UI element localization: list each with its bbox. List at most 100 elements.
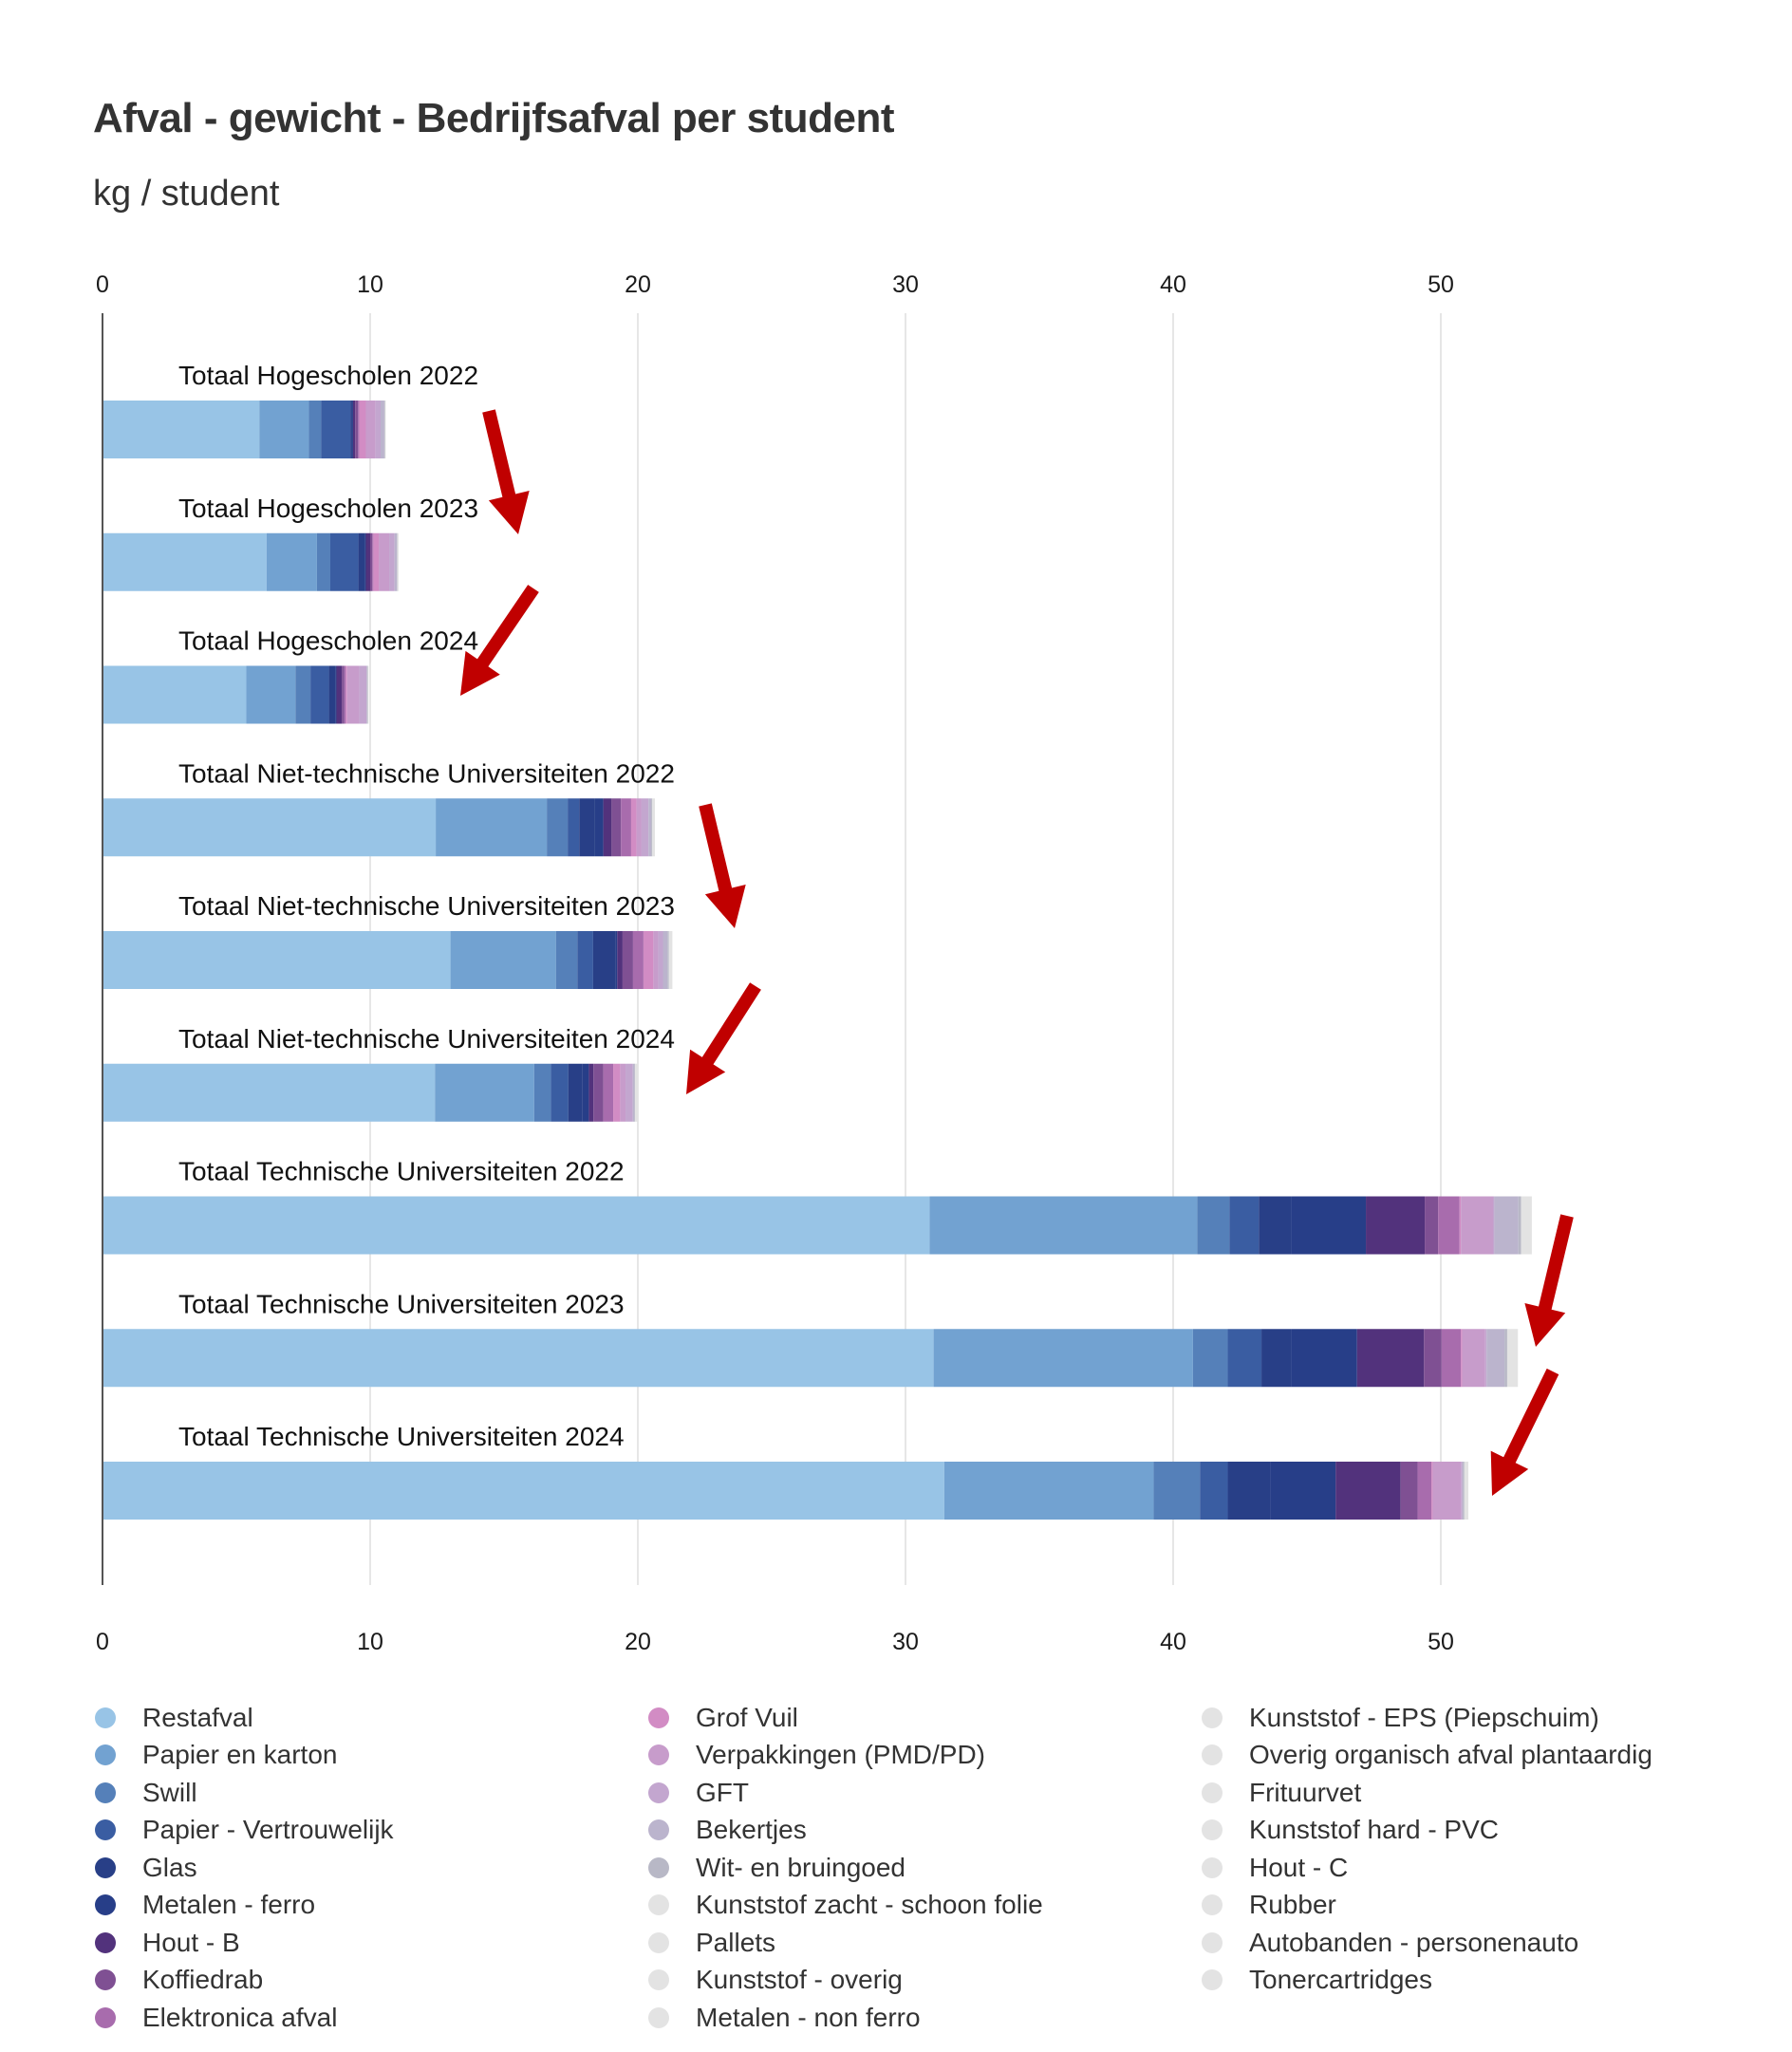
bar-segment: Totaal Niet-technische Universiteiten 20…	[103, 931, 451, 989]
legend-item[interactable]: Kunststof - EPS (Piepschuim)	[1202, 1699, 1652, 1737]
legend-label: Overig organisch afval plantaardig	[1249, 1740, 1652, 1770]
bar-segment: Totaal Niet-technische Universiteiten 20…	[603, 798, 612, 857]
bar-segment: Totaal Niet-technische Universiteiten 20…	[632, 1063, 635, 1122]
bar-segment: Totaal Niet-technische Universiteiten 20…	[658, 931, 663, 989]
legend-swatch-icon	[1202, 1856, 1223, 1878]
bar-segment: Totaal Technische Universiteiten 2022 — …	[103, 1196, 930, 1255]
legend-item[interactable]: Koffiedrab	[95, 1962, 394, 2000]
legend-item[interactable]: Papier en karton	[95, 1737, 394, 1775]
top-tick-label: 10	[357, 271, 383, 298]
bar-segment: Totaal Hogescholen 2024 — Elektronica af…	[344, 665, 346, 724]
legend-item[interactable]: Papier - Vertrouwelijk	[95, 1812, 394, 1850]
legend-column: Kunststof - EPS (Piepschuim) Overig organ…	[1202, 1699, 1652, 1999]
top-tick-label: 40	[1160, 271, 1186, 298]
top-tick-label: 50	[1428, 271, 1454, 298]
bar-segment: Totaal Niet-technische Universiteiten 20…	[593, 1063, 604, 1122]
bar-segment: Totaal Hogescholen 2022 — Verpakkingen (…	[365, 401, 376, 458]
legend-item[interactable]: Elektronica afval	[95, 1999, 394, 2037]
bar-segment: Totaal Hogescholen 2024 — Papier en kart…	[246, 665, 296, 724]
bar-segment: Totaal Hogescholen 2023 — Glas: 0.24	[358, 532, 365, 591]
bar-group: Totaal Technische Universiteiten 2023 — …	[103, 1329, 1519, 1388]
legend-item[interactable]: Overig organisch afval plantaardig	[1202, 1737, 1652, 1775]
decrease-arrow-icon	[1524, 1214, 1574, 1347]
bar-group: Totaal Niet-technische Universiteiten 20…	[103, 798, 656, 857]
legend-swatch-icon	[648, 2006, 669, 2028]
bar-segment: Totaal Technische Universiteiten 2024 — …	[1463, 1462, 1465, 1520]
legend-label: Wit- en bruingoed	[696, 1852, 906, 1882]
legend-item[interactable]: Tonercartridges	[1202, 1962, 1652, 2000]
bar-group: Totaal Niet-technische Universiteiten 20…	[103, 931, 673, 989]
legend-label: Papier - Vertrouwelijk	[142, 1815, 394, 1845]
legend-label: Metalen - ferro	[142, 1890, 316, 1920]
bar-segment: Totaal Hogescholen 2024 — Metalen - ferr…	[335, 665, 337, 724]
legend-swatch-icon	[648, 1819, 669, 1841]
bar-segment: Totaal Hogescholen 2024 — Restafval: 5.3…	[103, 665, 247, 724]
bottom-tick-label: 50	[1428, 1629, 1454, 1655]
legend-item[interactable]: Rubber	[1202, 1887, 1652, 1925]
bar-segment: Totaal Niet-technische Universiteiten 20…	[651, 798, 653, 857]
bottom-tick-label: 30	[892, 1629, 919, 1655]
bar-segment: Totaal Hogescholen 2022 — Hout - B: 0.08	[352, 401, 356, 458]
bar-group: Totaal Niet-technische Universiteiten 20…	[103, 1063, 638, 1122]
bar-segment: Totaal Technische Universiteiten 2024 — …	[1464, 1462, 1469, 1520]
bar-segment: Totaal Technische Universiteiten 2024 — …	[1432, 1462, 1462, 1520]
bar-segment: Totaal Hogescholen 2023 — Papier - Vertr…	[329, 532, 359, 591]
bottom-tick-label: 0	[96, 1629, 109, 1655]
bar-segment: Totaal Technische Universiteiten 2022 — …	[1259, 1196, 1292, 1255]
bar-segment: Totaal Technische Universiteiten 2022 — …	[1494, 1196, 1519, 1255]
legend-swatch-icon	[1202, 1894, 1223, 1916]
bar-segment: Totaal Niet-technische Universiteiten 20…	[568, 798, 580, 857]
category-label: Totaal Hogescholen 2022	[178, 361, 478, 390]
bar-segment: Totaal Technische Universiteiten 2023 — …	[1356, 1329, 1425, 1388]
legend-item[interactable]: Grof Vuil	[648, 1699, 1043, 1737]
legend-label: Hout - B	[142, 1927, 240, 1957]
legend-item[interactable]: Wit- en bruingoed	[648, 1849, 1043, 1887]
legend-item[interactable]: Kunststof hard - PVC	[1202, 1812, 1652, 1850]
legend-item[interactable]: Hout - C	[1202, 1849, 1652, 1887]
bar-segment: Totaal Hogescholen 2022 — Papier en kart…	[259, 401, 309, 458]
legend-item[interactable]: Pallets	[648, 1924, 1043, 1962]
legend-item[interactable]: Kunststof zacht - schoon folie	[648, 1887, 1043, 1925]
legend-item[interactable]: GFT	[648, 1774, 1043, 1812]
bar-segment: Totaal Hogescholen 2023 — GFT: 0.2	[389, 532, 395, 591]
category-label: Totaal Niet-technische Universiteiten 20…	[178, 1024, 675, 1054]
legend-item[interactable]: Autobanden - personenauto	[1202, 1924, 1652, 1962]
bar-segment: Totaal Hogescholen 2022 — Koffiedrab: 0.…	[355, 401, 359, 458]
bar-segment: Totaal Hogescholen 2023 — Elektronica af…	[372, 532, 374, 591]
bar-segment: Totaal Hogescholen 2023 — Metalen - ferr…	[364, 532, 366, 591]
bar-segment: Totaal Hogescholen 2024 — GFT: 0.27	[359, 665, 367, 724]
bar-group: Totaal Hogescholen 2024 — Restafval: 5.3…	[103, 665, 369, 724]
legend-item[interactable]: Metalen - non ferro	[648, 1999, 1043, 2037]
legend: Restafval Papier en karton Swill Papier - V…	[0, 1699, 1792, 2041]
bar-segment: Totaal Hogescholen 2022 — Restafval: 5.8…	[103, 401, 260, 458]
bar-segment: Totaal Niet-technische Universiteiten 20…	[603, 1063, 614, 1122]
bar-segment: Totaal Technische Universiteiten 2024 — …	[1335, 1462, 1401, 1520]
bar-segment: Totaal Technische Universiteiten 2024 — …	[1461, 1462, 1463, 1520]
legend-item[interactable]: Swill	[95, 1774, 394, 1812]
bar-segment: Totaal Technische Universiteiten 2023 — …	[1486, 1329, 1505, 1388]
bar-segment: Totaal Hogescholen 2022 — GFT: 0.19	[375, 401, 381, 458]
legend-item[interactable]: Bekertjes	[648, 1812, 1043, 1850]
category-label: Totaal Technische Universiteiten 2022	[178, 1157, 625, 1186]
bar-segment: Totaal Niet-technische Universiteiten 20…	[635, 1063, 638, 1122]
decrease-arrow-icon	[1490, 1368, 1559, 1496]
legend-swatch-icon	[95, 1931, 116, 1953]
bar-segment: Totaal Hogescholen 2024 — Grof Vuil: 0.0…	[345, 665, 347, 724]
legend-swatch-icon	[1202, 1744, 1223, 1766]
bottom-tick-label: 40	[1160, 1629, 1186, 1655]
legend-item[interactable]: Kunststof - overig	[648, 1962, 1043, 2000]
legend-swatch-icon	[1202, 1707, 1223, 1728]
bar-segment: Totaal Niet-technische Universiteiten 20…	[632, 931, 644, 989]
legend-item[interactable]: Metalen - ferro	[95, 1887, 394, 1925]
bottom-tick-label: 10	[357, 1629, 383, 1655]
legend-item[interactable]: Restafval	[95, 1699, 394, 1737]
legend-item[interactable]: Frituurvet	[1202, 1774, 1652, 1812]
legend-swatch-icon	[648, 1707, 669, 1728]
bar-segment: Totaal Technische Universiteiten 2024 — …	[1153, 1462, 1201, 1520]
legend-label: Tonercartridges	[1249, 1965, 1432, 1995]
legend-item[interactable]: Glas	[95, 1849, 394, 1887]
legend-item[interactable]: Hout - B	[95, 1924, 394, 1962]
bar-segment: Totaal Technische Universiteiten 2023 — …	[1504, 1329, 1507, 1388]
legend-item[interactable]: Verpakkingen (PMD/PD)	[648, 1737, 1043, 1775]
bar-segment: Totaal Hogescholen 2023 — Grof Vuil: 0.2	[373, 532, 380, 591]
